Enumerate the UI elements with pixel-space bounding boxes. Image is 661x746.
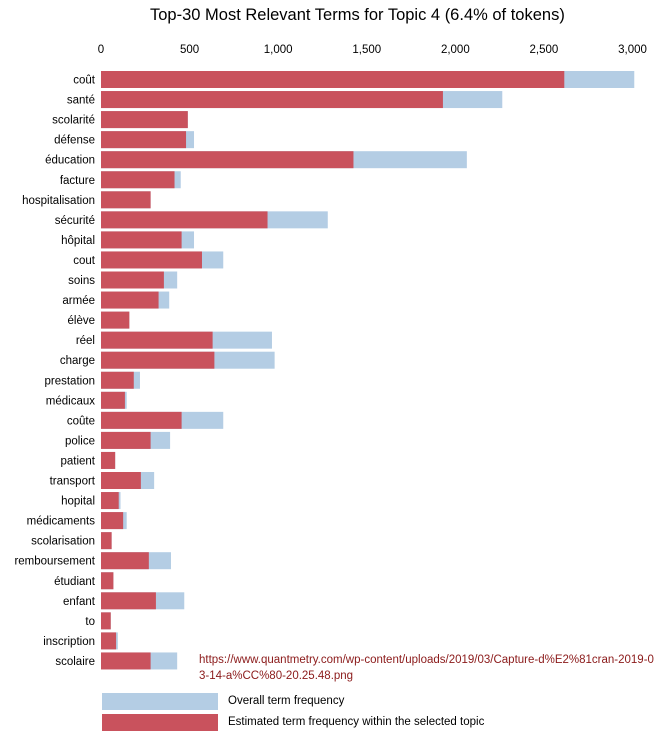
bar-topic bbox=[101, 351, 215, 369]
category-label: transport bbox=[50, 476, 96, 488]
category-label: hopital bbox=[61, 496, 95, 508]
bar-topic bbox=[101, 532, 112, 550]
category-label: patient bbox=[60, 455, 95, 467]
bar-topic bbox=[101, 151, 354, 169]
x-tick-label: 500 bbox=[180, 44, 199, 56]
bar-topic bbox=[101, 251, 202, 269]
category-label: élève bbox=[68, 315, 96, 327]
category-label: scolaire bbox=[55, 656, 95, 668]
category-label: armée bbox=[62, 295, 95, 307]
category-label: cout bbox=[73, 255, 96, 267]
bar-topic bbox=[101, 431, 151, 449]
x-axis-ticks: 0 500 1,000 1,500 2,000 2,500 3,000 bbox=[98, 44, 647, 56]
bar-topic bbox=[101, 71, 565, 88]
bar-topic bbox=[101, 111, 188, 129]
category-label: soins bbox=[68, 275, 95, 287]
category-label: étudiant bbox=[54, 576, 96, 588]
bar-topic bbox=[101, 191, 151, 209]
bar-topic bbox=[101, 211, 268, 229]
bar-topic bbox=[101, 131, 187, 149]
topic-frequency-bars bbox=[101, 71, 565, 670]
category-label: médicaux bbox=[46, 395, 95, 407]
category-label: scolarisation bbox=[31, 536, 95, 548]
bar-topic bbox=[101, 492, 119, 510]
source-url: https://www.quantmetry.com/wp-content/up… bbox=[199, 654, 654, 682]
legend-swatch-overall bbox=[102, 692, 218, 710]
x-tick-label: 1,000 bbox=[264, 44, 293, 56]
category-label: hôpital bbox=[61, 235, 95, 247]
bar-topic bbox=[101, 411, 182, 429]
category-label: scolarité bbox=[52, 115, 95, 127]
bar-topic bbox=[101, 512, 124, 530]
category-label: hospitalisation bbox=[22, 195, 95, 207]
x-tick-label: 1,500 bbox=[352, 44, 381, 56]
chart-title: Top-30 Most Relevant Terms for Topic 4 (… bbox=[150, 6, 565, 24]
bar-topic bbox=[101, 612, 111, 630]
x-tick-label: 2,500 bbox=[530, 44, 559, 56]
bar-topic bbox=[101, 451, 116, 469]
x-tick-label: 3,000 bbox=[618, 44, 647, 56]
legend-item-overall: Overall term frequency bbox=[102, 691, 344, 711]
bar-topic bbox=[101, 652, 151, 670]
legend-label-topic: Estimated term frequency within the sele… bbox=[228, 716, 485, 728]
bar-topic bbox=[101, 632, 117, 650]
category-label: police bbox=[65, 435, 95, 447]
bar-topic bbox=[101, 311, 130, 329]
legend-label-overall: Overall term frequency bbox=[228, 695, 345, 707]
category-label: charge bbox=[60, 355, 95, 367]
x-tick-label: 2,000 bbox=[441, 44, 470, 56]
category-label: to bbox=[85, 616, 95, 628]
category-label: médicaments bbox=[27, 516, 96, 528]
category-label: prestation bbox=[44, 375, 95, 387]
bar-topic bbox=[101, 592, 156, 610]
category-label: coût bbox=[73, 75, 96, 87]
category-label: remboursement bbox=[14, 556, 95, 568]
bar-topic bbox=[101, 391, 125, 409]
bar-topic bbox=[101, 552, 149, 570]
bar-topic bbox=[101, 171, 175, 189]
y-axis-labels: coût santé scolarité défense éducation factur… bbox=[14, 75, 95, 668]
category-label: réel bbox=[76, 335, 95, 347]
category-label: coûte bbox=[67, 415, 95, 427]
category-label: inscription bbox=[43, 636, 95, 648]
bar-topic bbox=[101, 371, 134, 389]
category-label: enfant bbox=[63, 596, 96, 608]
x-tick-label: 0 bbox=[98, 44, 104, 56]
bar-topic bbox=[101, 231, 182, 249]
bar-topic bbox=[101, 572, 114, 590]
bar-topic bbox=[101, 91, 443, 109]
category-label: facture bbox=[60, 175, 95, 187]
bar-topic bbox=[101, 291, 159, 309]
legend-swatch-topic bbox=[102, 713, 218, 731]
legend-item-topic: Estimated term frequency within the sele… bbox=[102, 712, 484, 732]
category-label: santé bbox=[67, 95, 95, 107]
category-label: défense bbox=[54, 135, 95, 147]
category-label: sécurité bbox=[55, 215, 95, 227]
bar-topic bbox=[101, 271, 164, 289]
bar-topic bbox=[101, 331, 213, 349]
bar-topic bbox=[101, 472, 141, 489]
category-label: éducation bbox=[45, 155, 95, 167]
